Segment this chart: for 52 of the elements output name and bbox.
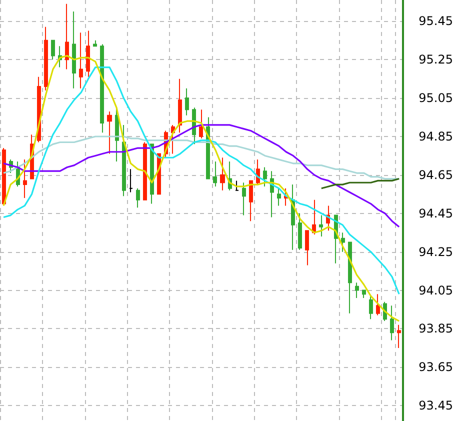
- candlestick: [171, 124, 175, 154]
- candlestick: [86, 30, 90, 78]
- candlestick: [185, 88, 189, 116]
- candlestick: [2, 148, 6, 204]
- line-series: [2, 124, 400, 228]
- candlestick: [263, 166, 267, 187]
- candlestick: [341, 232, 345, 252]
- candlestick: [129, 168, 133, 193]
- candlestick: [220, 157, 225, 191]
- candlestick: [51, 40, 55, 60]
- line-series: [2, 136, 400, 180]
- candlestick: [348, 242, 352, 314]
- candlestick: [362, 290, 366, 298]
- candlestick: [79, 32, 83, 89]
- y-tick-label: 93.65: [418, 360, 454, 374]
- candlestick: [312, 199, 316, 236]
- candlestick: [44, 26, 48, 91]
- y-tick-label: 94.05: [418, 283, 454, 298]
- candlestick: [355, 282, 359, 298]
- candlestick: [143, 142, 147, 200]
- candlestick: [115, 107, 119, 162]
- candlestick: [242, 182, 246, 216]
- candlestick: [213, 160, 217, 187]
- y-tick-label: 94.85: [418, 129, 454, 144]
- candlestick: [235, 180, 239, 191]
- y-tick-label: 94.65: [418, 168, 454, 182]
- candlestick: [376, 294, 380, 316]
- candlestick: [23, 159, 27, 199]
- candlestick: [305, 230, 309, 266]
- y-tick-label: 94.45: [418, 206, 454, 220]
- candlestick: [298, 212, 302, 250]
- y-tick-label: 93.45: [418, 398, 454, 413]
- candlestick: [178, 78, 182, 134]
- candlestick: [107, 111, 112, 154]
- candlestick: [369, 296, 373, 320]
- candlestick: [136, 188, 140, 208]
- y-tick-label: 95.05: [418, 91, 454, 106]
- line-series: [320, 178, 400, 190]
- candlestick: [100, 44, 104, 134]
- y-tick-label: 94.25: [418, 244, 454, 259]
- candlestick: [390, 305, 394, 341]
- candlestick: [249, 180, 253, 222]
- candlestick: [319, 214, 323, 237]
- candlestick: [65, 3, 69, 70]
- candlestick: [93, 40, 97, 47]
- candlestick: [397, 324, 401, 348]
- y-tick-label: 95.25: [418, 52, 454, 67]
- y-tick-label: 95.45: [418, 14, 454, 28]
- y-tick-label: 93.85: [418, 322, 454, 336]
- candlestick: [277, 188, 281, 206]
- candlestick: [72, 11, 76, 89]
- candlestick: [199, 109, 203, 139]
